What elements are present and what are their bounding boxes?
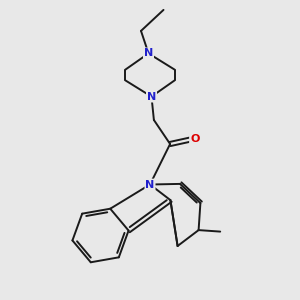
Text: N: N: [144, 48, 153, 59]
Text: N: N: [146, 179, 154, 190]
Text: O: O: [190, 134, 200, 144]
Text: N: N: [147, 92, 156, 102]
